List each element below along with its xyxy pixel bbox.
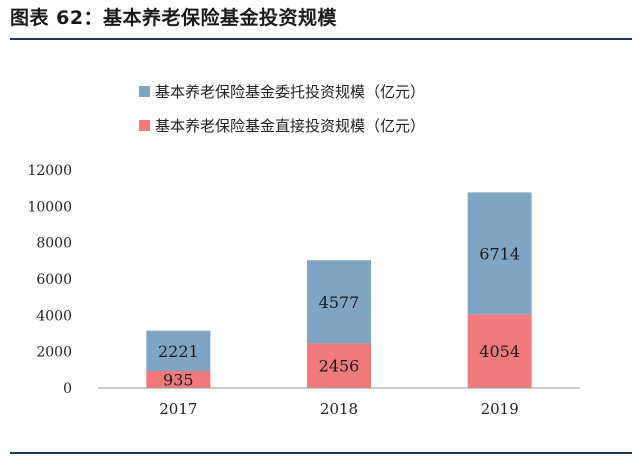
legend-swatch bbox=[139, 120, 150, 131]
chart-legend: 基本养老保险基金委托投资规模（亿元） 基本养老保险基金直接投资规模（亿元） bbox=[139, 83, 425, 135]
bar-segment bbox=[307, 343, 371, 388]
x-axis: 2017 2018 2019 bbox=[98, 387, 580, 418]
y-tick-label: 12000 bbox=[27, 163, 72, 179]
legend-swatch bbox=[139, 86, 150, 97]
x-tick-label: 2018 bbox=[320, 400, 358, 418]
data-label: 4054 bbox=[479, 342, 520, 361]
data-label: 2221 bbox=[158, 342, 199, 361]
x-tick-label: 2017 bbox=[159, 400, 197, 418]
bar-segment bbox=[146, 371, 211, 388]
data-label: 2456 bbox=[319, 357, 360, 376]
y-tick-label: 10000 bbox=[27, 199, 72, 215]
data-label: 935 bbox=[163, 371, 194, 390]
y-tick-label: 0 bbox=[63, 381, 72, 397]
y-tick-label: 4000 bbox=[36, 308, 72, 324]
legend-label: 基本养老保险基金直接投资规模（亿元） bbox=[155, 117, 425, 135]
data-label: 4577 bbox=[319, 293, 360, 312]
x-tick-label: 2019 bbox=[481, 400, 519, 418]
y-tick-label: 8000 bbox=[36, 236, 72, 252]
bar-group: 935 2221 2456 4577 4054 6714 bbox=[146, 192, 532, 390]
bar-segment bbox=[467, 314, 532, 388]
bar-segment bbox=[307, 260, 371, 344]
y-tick-label: 6000 bbox=[36, 272, 72, 288]
legend-label: 基本养老保险基金委托投资规模（亿元） bbox=[155, 83, 425, 101]
data-label: 6714 bbox=[479, 244, 520, 263]
bar-segment bbox=[467, 192, 532, 315]
y-tick-label: 2000 bbox=[36, 345, 72, 361]
title-rule bbox=[10, 38, 632, 40]
bar-segment bbox=[146, 330, 211, 372]
y-axis: 0 2000 4000 6000 8000 10000 12000 bbox=[27, 163, 72, 397]
figure-title: 图表 62：基本养老保险基金投资规模 bbox=[10, 7, 338, 29]
bottom-rule bbox=[10, 452, 632, 454]
